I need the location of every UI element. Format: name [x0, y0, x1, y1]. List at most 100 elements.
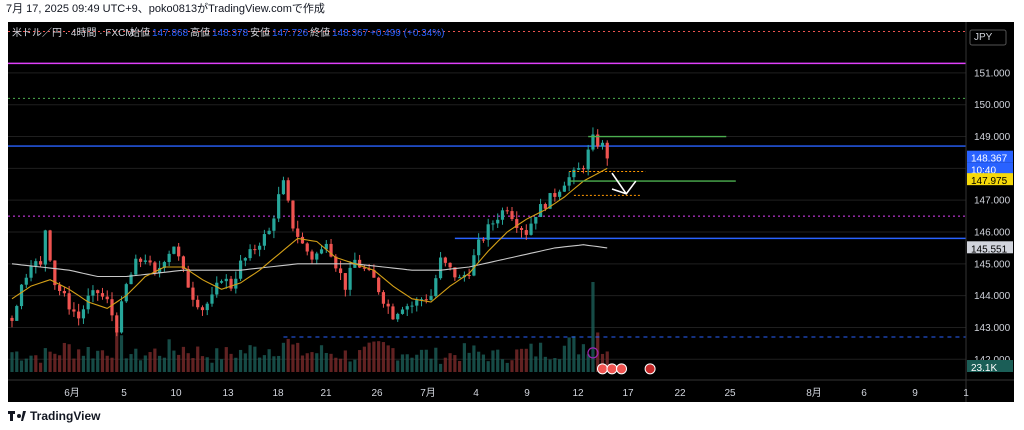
- candlestick-chart[interactable]: 151.000150.000149.000148.000147.000146.0…: [8, 22, 1014, 402]
- volume-bar-30: [153, 348, 157, 372]
- candle-body-32: [162, 262, 166, 268]
- candle-body-78: [381, 292, 386, 304]
- candle-body-38: [191, 287, 195, 300]
- candle-body-11: [62, 291, 66, 294]
- candle-body-100: [486, 224, 490, 240]
- candle-body-7: [43, 230, 47, 265]
- candle-body-114: [553, 193, 557, 197]
- volume-bar-36: [181, 346, 186, 372]
- candle-body-24: [124, 284, 128, 302]
- candle-body-57: [281, 180, 286, 195]
- volume-bar-50: [248, 345, 252, 372]
- time-tick-label-17: 1: [963, 388, 969, 399]
- volume-bar-76: [372, 341, 376, 372]
- volume-bar-84: [410, 357, 414, 372]
- volume-bar-105: [510, 360, 514, 372]
- volume-bar-74: [362, 346, 366, 372]
- volume-bar-49: [243, 353, 247, 372]
- price-tick-label-6: 145.000: [974, 259, 1011, 270]
- volume-bar-15: [81, 355, 86, 372]
- candle-body-74: [362, 267, 366, 269]
- fast-ma-price-badge-bg: [967, 173, 1013, 186]
- volume-bar-91: [443, 357, 447, 372]
- volume-bar-51: [253, 346, 257, 372]
- candle-body-82: [400, 309, 405, 314]
- candle-body-120: [581, 168, 586, 170]
- volume-bar-104: [505, 362, 509, 372]
- candle-body-88: [429, 296, 433, 300]
- slow-ma-price-badge: 145.551: [971, 244, 1008, 255]
- volume-bar-102: [496, 349, 500, 372]
- volume-bar-23: [119, 335, 124, 372]
- candle-body-59: [291, 200, 295, 229]
- legend-high-value: 148.378: [212, 28, 249, 39]
- volume-bar-8: [48, 351, 52, 372]
- candle-body-56: [277, 194, 281, 219]
- time-tick-label-1: 5: [121, 388, 127, 399]
- volume-bar-85: [415, 354, 419, 372]
- bar-countdown-badge-bg: [967, 162, 1013, 174]
- volume-bar-41: [205, 357, 209, 372]
- volume-bar-31: [158, 355, 162, 372]
- volume-bar-95: [462, 343, 466, 372]
- volume-bar-46: [229, 353, 233, 372]
- time-tick-label-5: 21: [320, 388, 332, 399]
- candle-body-115: [558, 191, 562, 197]
- legend-symbol: 米ドル／円 · 4時間 · FXCM: [12, 26, 134, 39]
- volume-bar-77: [377, 341, 381, 372]
- candle-body-23: [119, 301, 124, 333]
- event-marker-icon-0: [596, 363, 608, 375]
- time-tick-label-12: 22: [674, 388, 686, 399]
- candle-body-28: [143, 260, 147, 262]
- candle-body-61: [300, 236, 305, 244]
- candle-body-40: [200, 307, 205, 311]
- volume-bar-6: [38, 362, 43, 372]
- candle-body-94: [458, 277, 462, 279]
- candle-body-39: [196, 299, 200, 308]
- volume-bar-111: [538, 342, 543, 372]
- candle-body-62: [305, 243, 309, 252]
- volume-bar-94: [458, 360, 462, 372]
- volume-bar-28: [143, 355, 147, 372]
- volume-bar-71: [348, 361, 352, 372]
- candle-body-45: [224, 278, 228, 282]
- volume-bar-86: [419, 349, 424, 372]
- volume-bar-79: [386, 345, 390, 372]
- volume-badge: 23.1K: [971, 363, 997, 374]
- volume-bar-34: [172, 350, 176, 372]
- candle-body-47: [234, 278, 238, 289]
- volume-bar-9: [53, 353, 57, 372]
- volume-bar-97: [472, 345, 476, 372]
- volume-bar-16: [86, 346, 90, 372]
- candle-body-19: [100, 293, 105, 297]
- candle-body-89: [434, 278, 438, 297]
- volume-bar-44: [219, 359, 224, 372]
- volume-bar-7: [43, 348, 47, 372]
- volume-bar-52: [258, 357, 262, 372]
- candle-body-25: [129, 274, 133, 285]
- volume-bar-43: [215, 348, 219, 372]
- candle-body-65: [319, 249, 324, 254]
- candle-body-121: [586, 149, 590, 170]
- time-tick-label-8: 4: [473, 388, 479, 399]
- price-tick-label-7: 144.000: [974, 291, 1011, 302]
- candle-body-124: [600, 142, 605, 147]
- tradingview-logo-icon: [8, 411, 26, 421]
- volume-bar-10: [58, 355, 62, 372]
- slow-moving-average-line: [11, 244, 608, 278]
- candle-body-20: [105, 296, 109, 300]
- volume-bar-63: [310, 352, 314, 372]
- price-tick-label-8: 143.000: [974, 323, 1011, 334]
- candle-body-87: [424, 299, 428, 301]
- time-tick-label-0: 6月: [64, 387, 80, 399]
- volume-bar-19: [100, 350, 105, 372]
- chart-panel[interactable]: 151.000150.000149.000148.000147.000146.0…: [8, 22, 1014, 402]
- volume-bar-112: [543, 356, 547, 372]
- volume-bar-61: [300, 355, 305, 372]
- time-tick-label-9: 9: [524, 388, 530, 399]
- volume-bar-75: [367, 342, 371, 372]
- volume-bar-0: [10, 352, 14, 372]
- volume-bar-125: [605, 351, 609, 372]
- volume-bar-113: [548, 359, 552, 372]
- volume-bar-110: [534, 356, 538, 372]
